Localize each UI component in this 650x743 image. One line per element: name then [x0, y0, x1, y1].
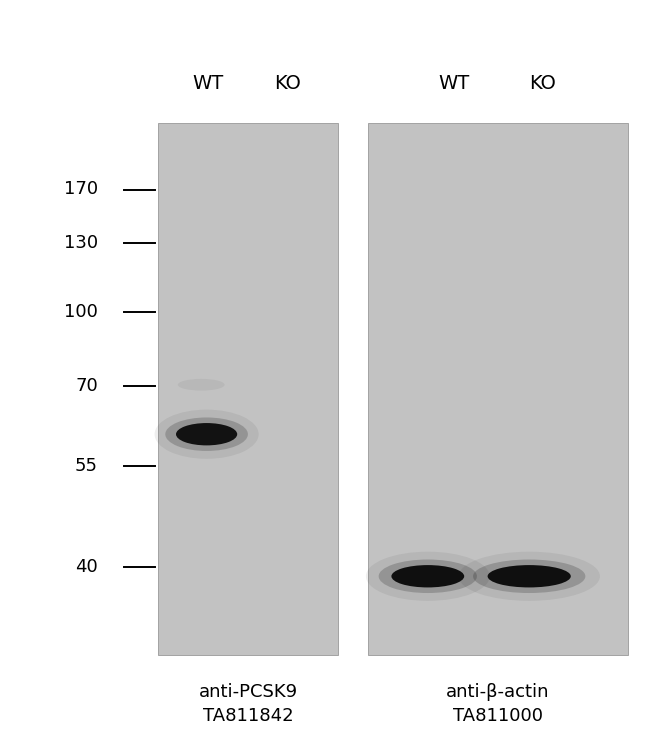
Ellipse shape [458, 552, 600, 601]
Ellipse shape [165, 418, 248, 451]
Text: 70: 70 [75, 377, 98, 395]
Ellipse shape [379, 559, 477, 593]
Ellipse shape [178, 379, 225, 391]
Bar [368, 123, 628, 655]
Ellipse shape [391, 565, 464, 588]
Text: 55: 55 [75, 457, 98, 475]
Text: 100: 100 [64, 303, 98, 321]
Ellipse shape [473, 559, 586, 593]
Text: 40: 40 [75, 558, 98, 577]
Text: 170: 170 [64, 181, 98, 198]
Ellipse shape [176, 423, 237, 445]
Text: KO: KO [528, 74, 556, 93]
Text: TA811000: TA811000 [453, 707, 543, 725]
Text: WT: WT [438, 74, 469, 93]
Text: anti-β-actin: anti-β-actin [447, 683, 550, 701]
Text: TA811842: TA811842 [203, 707, 293, 725]
Text: anti-PCSK9: anti-PCSK9 [198, 683, 298, 701]
Text: 130: 130 [64, 234, 98, 252]
Text: WT: WT [193, 74, 224, 93]
Ellipse shape [366, 552, 489, 601]
Ellipse shape [488, 565, 571, 588]
Ellipse shape [155, 409, 259, 458]
Bar [158, 123, 338, 655]
Text: KO: KO [274, 74, 301, 93]
